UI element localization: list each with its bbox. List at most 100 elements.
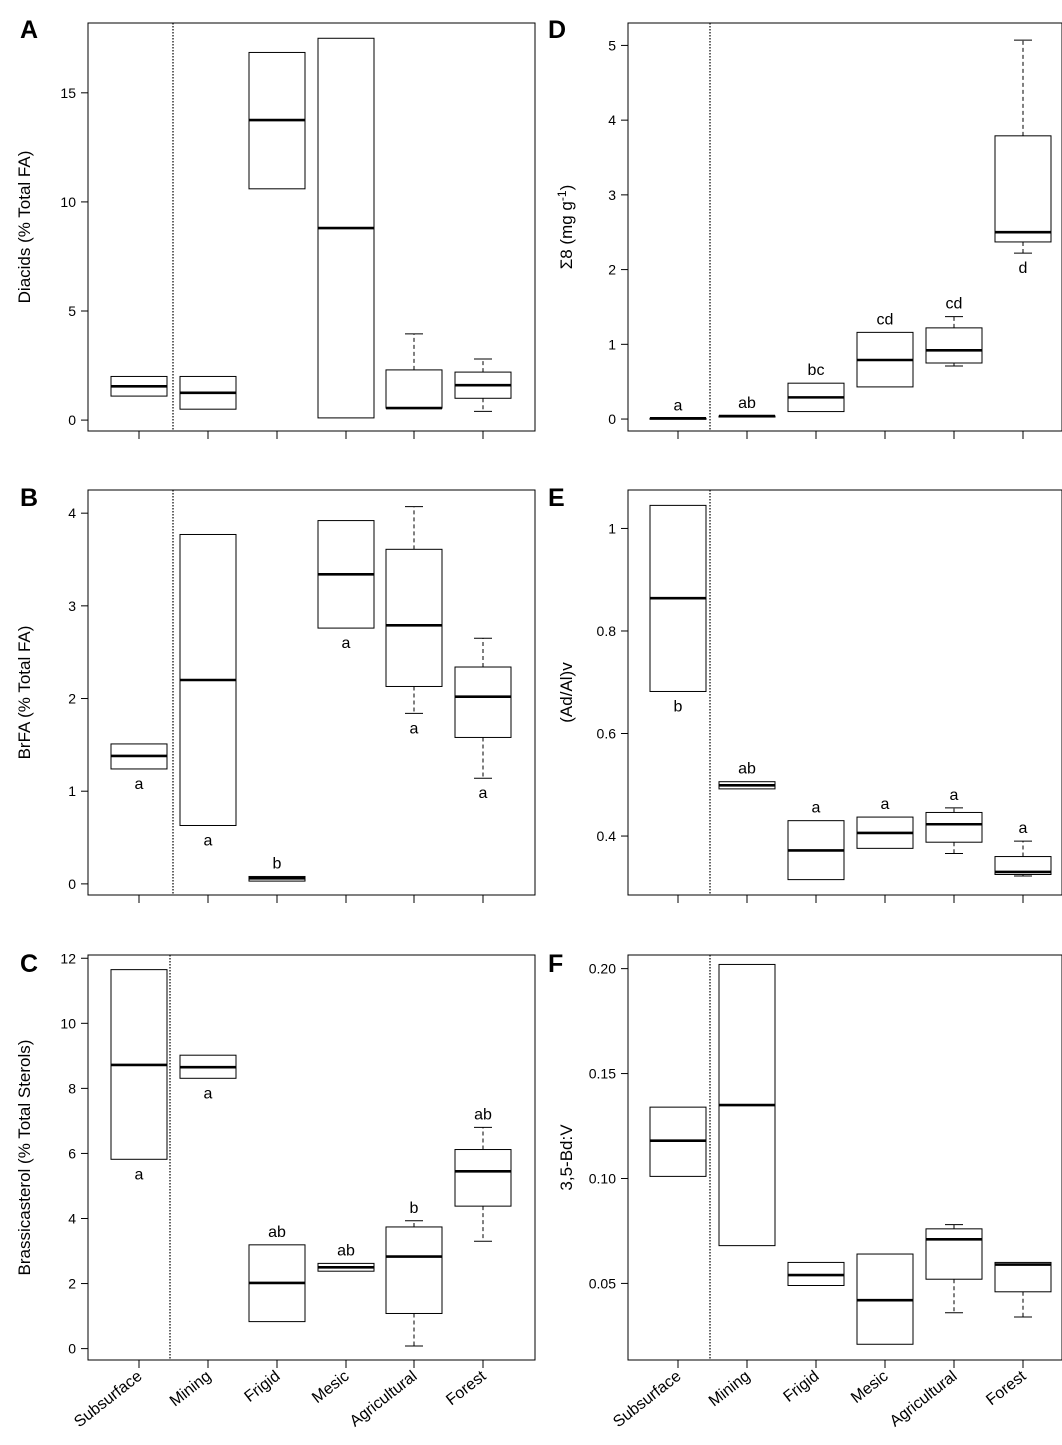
plot-frame — [87, 489, 536, 896]
box-subsurface — [110, 375, 168, 397]
significance-letter: d — [1019, 260, 1028, 277]
x-category-label: Mesic — [309, 1368, 352, 1407]
box-mesic: cd — [856, 311, 914, 388]
y-axis-label: Diacids (% Total FA) — [15, 151, 34, 304]
panel-letter: E — [548, 484, 565, 512]
panel-b: B 0 1 2 3 4 BrFA (% Total FA) a a b a a a — [15, 484, 536, 903]
y-tick-label: 0 — [68, 876, 76, 892]
panel-a: A 0 5 10 15 Diacids (% Total FA) — [15, 16, 536, 439]
y-tick-label: 2 — [68, 1276, 76, 1292]
y-axis-label: BrFA (% Total FA) — [15, 626, 34, 760]
box-agricultural: a — [925, 787, 983, 854]
x-category-label: Subsurface — [610, 1368, 684, 1431]
significance-letter: cd — [877, 311, 894, 328]
box-subsurface: b — [649, 504, 707, 715]
y-tick-label: 1 — [608, 520, 616, 536]
y-tick-label: 5 — [608, 37, 616, 53]
box-agricultural — [925, 1224, 983, 1314]
significance-letter: b — [273, 855, 282, 872]
box-subsurface: a — [110, 743, 168, 793]
y-tick-label: 5 — [68, 303, 76, 319]
y-tick-label: 2 — [68, 691, 76, 707]
significance-letter: a — [135, 776, 144, 793]
plot-frame — [627, 489, 1062, 896]
y-axis-label: Σ8 (mg g-1) — [555, 185, 576, 270]
y-tick-label: 0.05 — [589, 1275, 616, 1291]
box-subsurface: a — [649, 397, 707, 420]
box-mining: a — [179, 533, 237, 849]
plot-frame — [87, 954, 536, 1361]
box-subsurface: a — [110, 969, 168, 1183]
box-iqr — [994, 1261, 1052, 1293]
x-category-label: Agricultural — [887, 1368, 961, 1431]
y-tick-label: 12 — [60, 950, 76, 966]
box-iqr — [385, 369, 443, 409]
box-iqr — [994, 135, 1052, 243]
y-tick-label: 0 — [68, 412, 76, 428]
x-category-label: Mining — [706, 1368, 754, 1410]
significance-letter: a — [342, 635, 351, 652]
y-tick-label: 0.10 — [589, 1170, 616, 1186]
panel-letter: A — [20, 16, 38, 44]
y-axis-label: 3,5-Bd:V — [557, 1124, 576, 1191]
panel-letter: F — [548, 950, 563, 978]
box-mesic: a — [856, 796, 914, 849]
box-frigid: a — [787, 800, 845, 881]
y-tick-label: 3 — [68, 598, 76, 614]
panel-letter: D — [548, 16, 566, 44]
significance-letter: a — [950, 787, 959, 804]
box-forest — [454, 358, 512, 412]
x-category-label: Mesic — [848, 1368, 891, 1407]
box-iqr — [385, 1226, 443, 1314]
box-frigid: b — [248, 855, 306, 882]
box-agricultural: cd — [925, 296, 983, 367]
box-mesic — [317, 37, 375, 419]
y-tick-label: 0.20 — [589, 961, 616, 977]
significance-letter: cd — [946, 296, 963, 313]
panel-e: E 0.4 0.6 0.8 1 (Ad/Al)v b ab a a a a — [548, 484, 1062, 903]
significance-letter: ab — [474, 1106, 492, 1123]
y-tick-label: 4 — [68, 505, 76, 521]
plot-frame — [627, 954, 1062, 1361]
box-mesic: ab — [317, 1242, 375, 1272]
y-tick-label: 8 — [68, 1080, 76, 1096]
y-tick-label: 10 — [60, 194, 76, 210]
y-tick-label: 1 — [608, 336, 616, 352]
significance-letter: a — [674, 397, 683, 414]
y-tick-label: 0 — [68, 1341, 76, 1357]
panel-letter: C — [20, 950, 38, 978]
y-tick-label: 0 — [608, 411, 616, 427]
significance-letter: a — [881, 796, 890, 813]
box-mining — [179, 375, 237, 410]
box-forest: a — [994, 820, 1052, 877]
y-tick-label: 10 — [60, 1015, 76, 1031]
significance-letter: ab — [738, 395, 756, 412]
significance-letter: a — [479, 785, 488, 802]
y-tick-label: 0.6 — [597, 726, 617, 742]
box-iqr — [994, 856, 1052, 875]
significance-letter: b — [410, 1200, 419, 1217]
significance-letter: bc — [808, 362, 825, 379]
box-frigid — [787, 1261, 845, 1287]
y-tick-label: 3 — [608, 187, 616, 203]
panel-f: F 0.05 0.10 0.15 0.20 3,5-Bd:V Subsurface Minin… — [548, 950, 1062, 1431]
box-agricultural: b — [385, 1200, 443, 1347]
box-mining — [718, 963, 776, 1247]
box-iqr — [385, 548, 443, 687]
y-tick-label: 2 — [608, 262, 616, 278]
y-tick-label: 1 — [68, 783, 76, 799]
y-tick-label: 4 — [68, 1210, 76, 1226]
box-mining: a — [179, 1054, 237, 1102]
panel-c: C 0 2 4 6 8 10 12 Brassicasterol (% Total Sterol… — [15, 950, 536, 1431]
y-axis-label: (Ad/Al)v — [557, 662, 576, 723]
x-category-label: Frigid — [780, 1368, 822, 1406]
significance-letter: a — [812, 800, 821, 817]
x-category-label: Agricultural — [347, 1368, 421, 1431]
significance-letter: ab — [337, 1242, 355, 1259]
significance-letter: a — [135, 1166, 144, 1183]
box-iqr — [454, 666, 512, 738]
box-iqr — [925, 327, 983, 364]
box-frigid: bc — [787, 362, 845, 413]
x-category-label: Mining — [167, 1368, 215, 1410]
x-category-label: Forest — [443, 1367, 490, 1409]
